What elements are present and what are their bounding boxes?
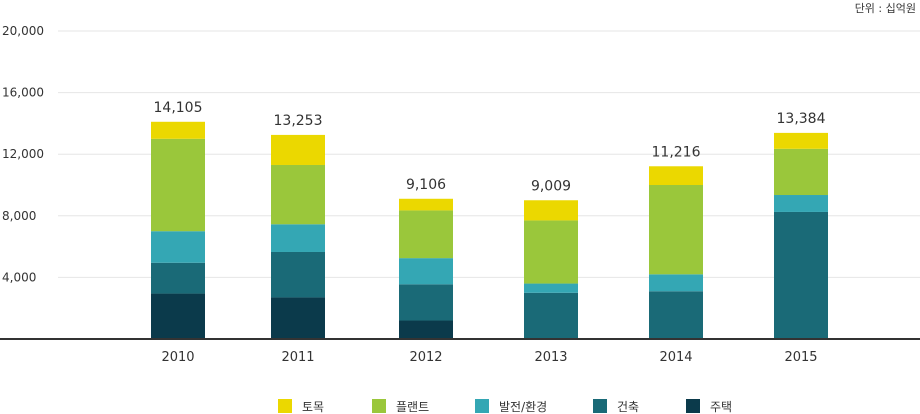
bar-segment <box>399 210 453 258</box>
x-tick-label: 2010 <box>161 350 194 365</box>
legend-swatch <box>372 399 386 413</box>
bar-segment <box>151 231 205 263</box>
legend-label: 발전/환경 <box>499 400 547 414</box>
bar-segment <box>649 166 703 185</box>
bar-segment <box>524 200 578 220</box>
bar-segment <box>271 224 325 252</box>
bar-segment <box>524 284 578 293</box>
legend-label: 플랜트 <box>396 400 429 414</box>
x-tick-label: 2014 <box>659 350 692 365</box>
bar-segment <box>151 294 205 339</box>
total-label: 9,009 <box>531 178 571 194</box>
bar-segment <box>271 165 325 224</box>
total-label: 13,253 <box>274 113 323 129</box>
bar-segment <box>271 297 325 339</box>
bar-segment <box>649 291 703 339</box>
y-tick-label: 16,000 <box>2 86 44 100</box>
bar-segment <box>524 220 578 283</box>
bar-segment <box>151 263 205 294</box>
bar-segment <box>774 212 828 339</box>
bar-segment <box>524 293 578 339</box>
x-tick-label: 2015 <box>784 350 817 365</box>
legend-swatch <box>278 399 292 413</box>
x-tick-label: 2011 <box>281 350 314 365</box>
bar-segment <box>399 321 453 339</box>
bar-segment <box>151 122 205 139</box>
bar-segment <box>151 139 205 231</box>
y-tick-label: 12,000 <box>2 147 44 161</box>
bar-segment <box>399 258 453 284</box>
unit-label: 단위 : 십억원 <box>855 2 916 15</box>
legend: 토목 플랜트 발전/환경 건축 주택 <box>278 399 732 414</box>
bar-segment <box>271 252 325 297</box>
total-label: 9,106 <box>406 177 446 193</box>
x-axis-category-labels: 2010 2011 2012 2013 2014 2015 <box>161 350 817 365</box>
bar-segment <box>774 149 828 195</box>
bar-segment <box>399 199 453 211</box>
legend-label: 건축 <box>617 400 639 414</box>
total-label: 13,384 <box>777 111 826 127</box>
bar-segment <box>774 133 828 149</box>
y-tick-label: 8,000 <box>2 209 36 223</box>
legend-swatch <box>686 399 700 413</box>
total-label: 14,105 <box>154 100 203 116</box>
total-label: 11,216 <box>652 144 701 160</box>
legend-swatch <box>593 399 607 413</box>
y-axis-tick-labels: 4,000 8,000 12,000 16,000 20,000 <box>2 24 44 284</box>
bar-segment <box>649 274 703 291</box>
legend-label: 토목 <box>302 400 324 414</box>
legend-swatch <box>475 399 489 413</box>
y-tick-label: 20,000 <box>2 24 44 38</box>
bar-segment <box>774 195 828 212</box>
bar-segment <box>271 135 325 165</box>
x-tick-label: 2013 <box>534 350 567 365</box>
x-tick-label: 2012 <box>409 350 442 365</box>
legend-label: 주택 <box>710 400 732 414</box>
bar-segment <box>649 185 703 274</box>
y-tick-label: 4,000 <box>2 270 36 284</box>
bar-segment <box>399 284 453 320</box>
total-labels: 14,105 13,253 9,106 9,009 11,216 13,384 <box>154 100 826 194</box>
